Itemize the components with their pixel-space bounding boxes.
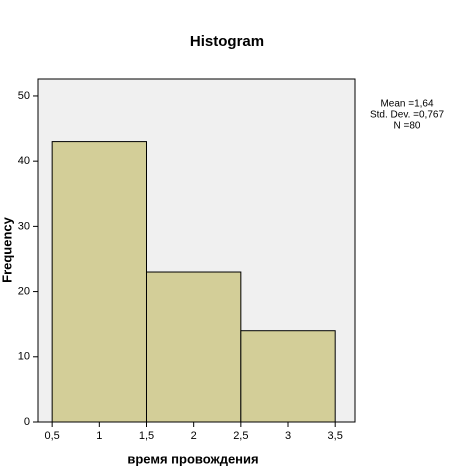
y-tick-label: 0: [24, 416, 30, 428]
annotation: Std. Dev. =0,767: [370, 110, 444, 121]
x-tick-label: 0,5: [45, 430, 60, 442]
y-axis-label: Frequency: [0, 216, 14, 283]
x-tick-label: 3,5: [328, 430, 343, 442]
bar: [145, 271, 242, 423]
x-axis-label: время провождения: [127, 451, 258, 466]
y-tick-label: 30: [18, 220, 30, 232]
x-tick-label: 3: [285, 430, 291, 442]
bar: [51, 141, 147, 423]
annotation: Mean =1,64: [380, 99, 434, 110]
y-tick-label: 10: [18, 351, 30, 363]
bar: [240, 330, 336, 423]
x-tick-label: 2: [191, 430, 197, 442]
x-tick-label: 1: [96, 430, 102, 442]
y-tick-label: 50: [18, 90, 30, 102]
chart-title: Histogram: [190, 33, 264, 50]
annotation: N =80: [394, 121, 421, 132]
y-tick-label: 20: [18, 285, 30, 297]
y-tick-label: 40: [18, 155, 30, 167]
x-tick-label: 1,5: [139, 430, 154, 442]
x-tick-label: 2,5: [233, 430, 248, 442]
